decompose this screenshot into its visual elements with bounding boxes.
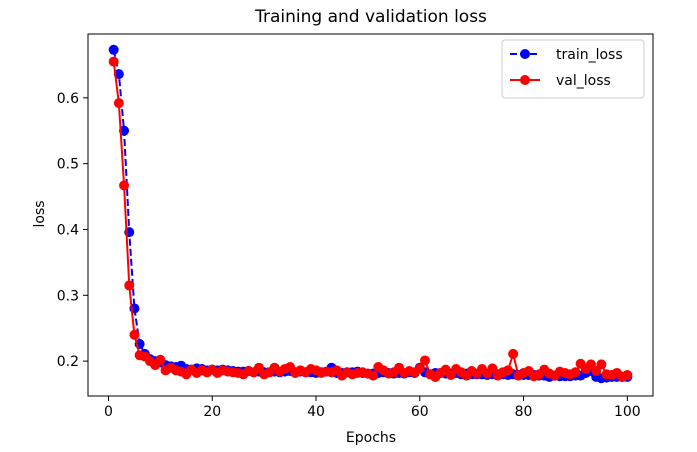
x-tick-label: 40 xyxy=(307,404,325,420)
legend-box xyxy=(501,39,645,99)
x-tick-label: 20 xyxy=(203,404,221,420)
val-loss-point xyxy=(113,98,124,109)
series-layer xyxy=(108,44,633,384)
val-loss-point xyxy=(108,56,119,67)
legend-train-marker xyxy=(520,49,530,59)
val-loss-point xyxy=(155,354,166,365)
val-loss-point xyxy=(508,348,519,359)
legend-train-label: train_loss xyxy=(556,47,623,63)
x-tick-label: 80 xyxy=(515,404,533,420)
train-loss-point xyxy=(108,44,119,55)
legend-val-marker xyxy=(520,75,530,85)
y-axis-label: loss xyxy=(32,200,48,227)
y-tick-label: 0.4 xyxy=(57,222,79,238)
chart-title: Training and validation loss xyxy=(254,7,487,27)
val-loss-point xyxy=(414,363,425,374)
x-tick-label: 60 xyxy=(411,404,429,420)
val-loss-point xyxy=(119,180,130,191)
val-loss-point xyxy=(570,367,581,378)
x-tick-label: 0 xyxy=(104,404,113,420)
val-loss-point xyxy=(129,329,140,340)
legend: train_loss val_loss xyxy=(501,39,645,99)
val-loss-point xyxy=(502,365,513,376)
plot-frame xyxy=(87,33,654,397)
y-tick-label: 0.5 xyxy=(57,157,79,173)
val-loss-point xyxy=(368,370,379,381)
y-tick-label: 0.3 xyxy=(57,288,79,304)
val-loss-point xyxy=(622,369,633,380)
val-loss-point xyxy=(596,359,607,370)
val-loss-point xyxy=(124,280,135,291)
x-axis-label: Epochs xyxy=(346,430,396,446)
tick-layer: 0 20 40 60 80 100 0.2 0.3 0.4 0.5 0.6 xyxy=(57,91,641,420)
y-tick-label: 0.2 xyxy=(57,354,79,370)
val-loss-point xyxy=(487,363,498,374)
val-loss-point xyxy=(419,355,430,366)
y-tick-label: 0.6 xyxy=(57,91,79,107)
x-tick-label: 100 xyxy=(614,404,641,420)
legend-val-label: val_loss xyxy=(556,73,611,89)
